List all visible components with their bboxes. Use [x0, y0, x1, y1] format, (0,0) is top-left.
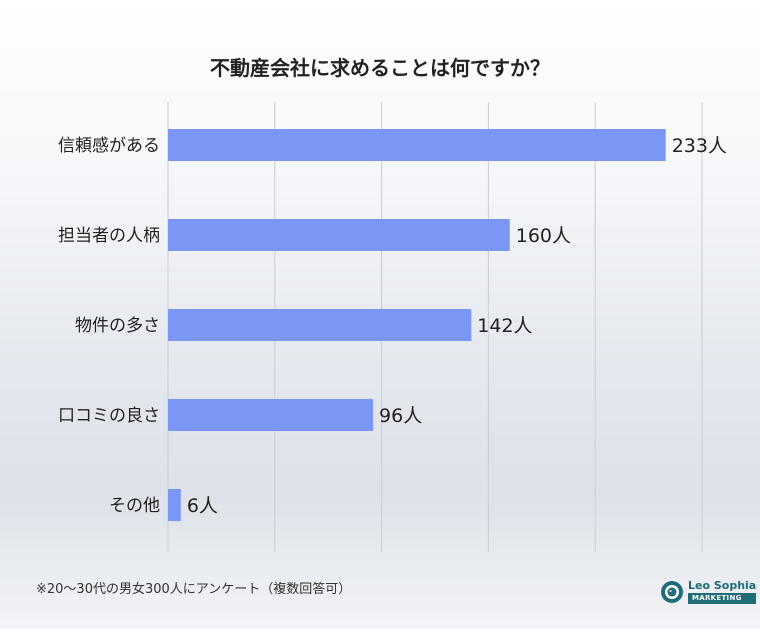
bar [168, 309, 472, 341]
value-labels: 233人 160人 142人 96人 6人 [187, 135, 727, 517]
category-label: 物件の多さ [75, 316, 160, 336]
bar [168, 399, 374, 431]
brand-logo: Leo Sophia MARKETING [660, 579, 757, 604]
value-label: 233人 [672, 135, 727, 157]
category-label: 担当者の人柄 [58, 226, 160, 246]
value-label: 96人 [379, 405, 422, 427]
bars [168, 129, 666, 521]
category-label: 信頼感がある [58, 136, 160, 156]
bar [168, 219, 510, 251]
value-label: 142人 [477, 315, 532, 337]
logo-sub: MARKETING [688, 593, 757, 604]
bar [168, 129, 666, 161]
footnote: ※20～30代の男女300人にアンケート（複数回答可） [36, 582, 352, 597]
category-label: 口コミの良さ [58, 406, 160, 426]
bar [168, 489, 181, 521]
value-label: 160人 [516, 225, 571, 247]
logo-name: Leo Sophia [688, 579, 757, 592]
category-label: その他 [109, 496, 160, 516]
chart-title: 不動産会社に求めることは何ですか？ [210, 56, 550, 80]
value-label: 6人 [187, 495, 218, 517]
lion-logo-icon [661, 581, 683, 603]
